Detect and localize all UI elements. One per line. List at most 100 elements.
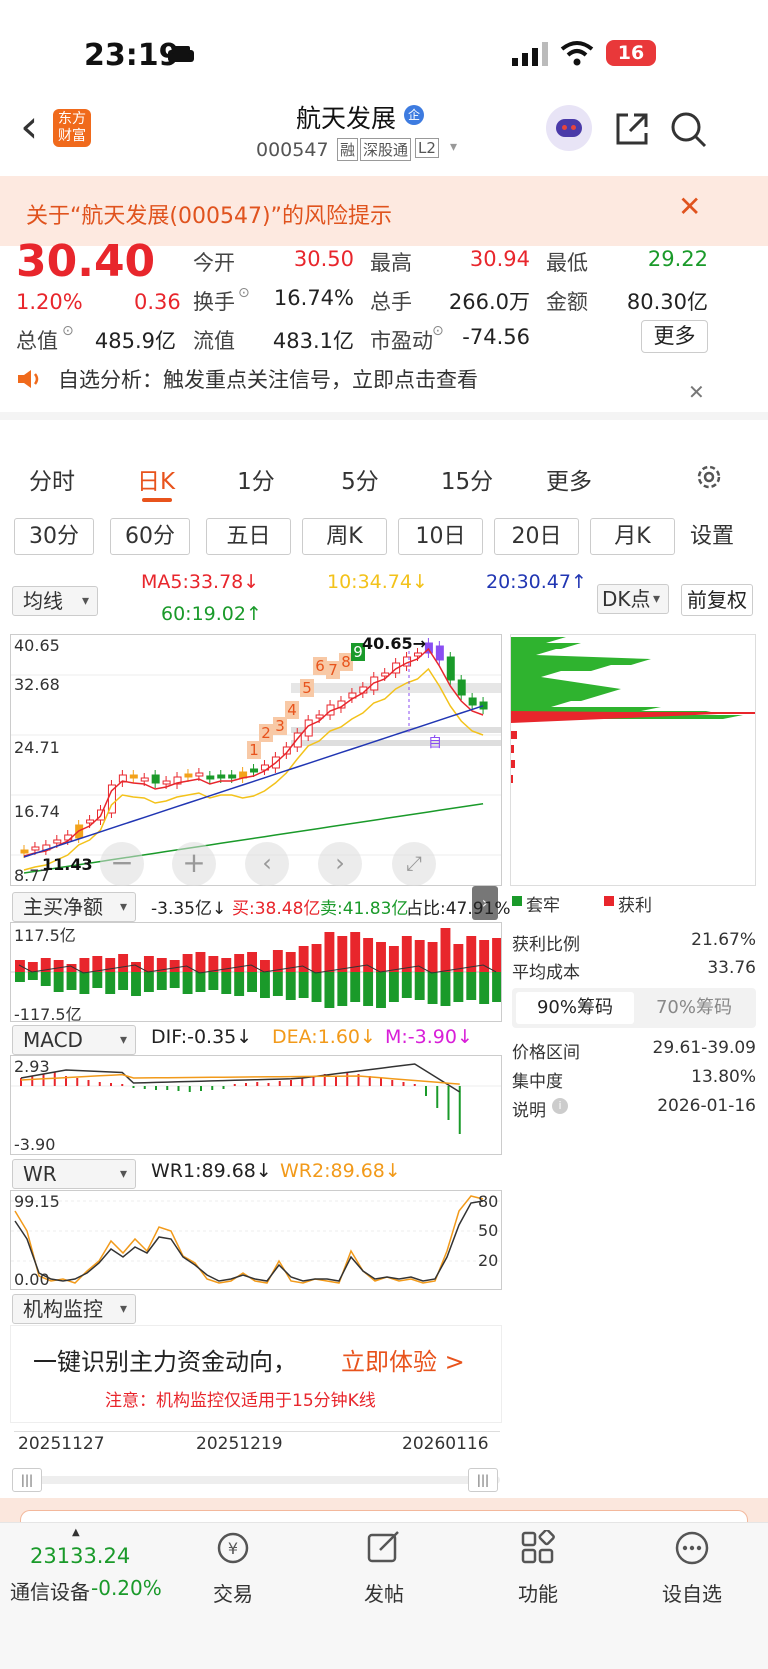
flow-buy-bar [40, 958, 51, 972]
wr-chart[interactable] [10, 1190, 502, 1290]
chip-tab-90[interactable]: 90%筹码 [516, 992, 634, 1024]
tab-daily-k[interactable]: 日K [136, 469, 176, 495]
range-handle-right[interactable]: ||| [468, 1468, 498, 1492]
chevron-up-icon[interactable]: ▲ [72, 1527, 80, 1538]
candle [162, 780, 171, 785]
zoom-out-button[interactable]: − [100, 842, 144, 886]
function-icon[interactable] [520, 1530, 556, 1566]
label-volume: 总手 [370, 290, 412, 314]
divider [0, 412, 768, 420]
dk-select[interactable]: DK点 [597, 584, 669, 614]
flow-axis-bottom: -117.5亿 [14, 1005, 82, 1024]
enterprise-badge: 企 [404, 105, 424, 125]
app-logo[interactable]: 东方 财富 [53, 109, 91, 147]
nav-trade[interactable]: 交易 [213, 1582, 253, 1606]
fullscreen-icon[interactable]: ⤢ [392, 842, 436, 886]
info-icon[interactable]: ⊙ [238, 285, 250, 301]
nav-add-watchlist[interactable]: 设自选 [662, 1582, 722, 1606]
flow-buy-bar [143, 956, 154, 972]
indicator-select-flow[interactable]: 主买净额 [12, 892, 136, 922]
back-button[interactable]: ‹ [20, 99, 39, 153]
tab-timeshare[interactable]: 分时 [29, 469, 75, 495]
collapse-panel-button[interactable]: › [472, 886, 498, 920]
chip-distribution[interactable] [510, 634, 756, 886]
flow-sell: 卖:41.83亿 [320, 899, 409, 919]
candle [31, 846, 40, 851]
tab-more[interactable]: 更多 [546, 469, 592, 495]
flow-buy-bar [92, 956, 103, 972]
tab-1min[interactable]: 1分 [237, 469, 275, 495]
indicator-select-wr[interactable]: WR [12, 1159, 136, 1189]
flow-axis-top: 117.5亿 [14, 926, 76, 945]
chip-green-area [511, 637, 743, 719]
info-icon[interactable]: ⊙ [62, 323, 74, 339]
indicator-select-inst[interactable]: 机构监控 [12, 1294, 136, 1324]
value-mcap: 485.9亿 [94, 329, 176, 353]
chip-tab-70[interactable]: 70%筹码 [655, 997, 732, 1018]
risk-banner[interactable]: 关于“航天发展(000547)”的风险提示 ✕ [0, 176, 768, 246]
post-icon[interactable] [366, 1530, 402, 1566]
indicator-select-macd[interactable]: MACD [12, 1025, 136, 1055]
candle [424, 642, 433, 654]
candle [468, 697, 477, 706]
page-title: 航天发展 [296, 104, 397, 133]
flow-chart[interactable] [10, 922, 502, 1022]
candle [479, 701, 488, 710]
date-label: 20251219 [196, 1434, 283, 1454]
wr-ref-80: 80 [478, 1192, 499, 1211]
share-icon[interactable] [614, 111, 650, 147]
candle [457, 679, 466, 696]
range-slider-track[interactable] [14, 1476, 500, 1484]
more-dots-icon[interactable] [674, 1530, 710, 1566]
indicator-select-ma[interactable]: 均线 [12, 586, 98, 616]
info-icon[interactable]: ⊙ [432, 323, 444, 339]
logo-line2: 财富 [58, 128, 86, 144]
chevron-down-icon[interactable]: ▾ [450, 139, 458, 155]
nav-post[interactable]: 发帖 [364, 1582, 404, 1606]
adjust-button[interactable]: 前复权 [681, 584, 753, 616]
sector-name[interactable]: 通信设备 [10, 1580, 90, 1604]
wr-axis-bottom: 0.00 [14, 1270, 50, 1289]
close-icon[interactable]: ✕ [688, 380, 705, 404]
period-settings[interactable]: 设置 [690, 524, 735, 549]
chip-label: 平均成本 [512, 963, 580, 983]
macd-chart[interactable] [10, 1055, 502, 1155]
chevron-right-icon[interactable]: › [318, 842, 362, 886]
gear-icon[interactable] [694, 462, 724, 492]
period-monthly[interactable]: 月K [590, 518, 675, 555]
price-axis-label: 24.71 [14, 738, 60, 757]
period-30min[interactable]: 30分 [14, 518, 94, 555]
info-icon[interactable]: i [552, 1098, 568, 1114]
wr-ref-20: 20 [478, 1251, 499, 1270]
nav-function[interactable]: 功能 [518, 1582, 558, 1606]
trade-icon[interactable]: ¥ [214, 1530, 252, 1566]
search-icon[interactable] [670, 111, 708, 149]
robot-avatar-icon[interactable] [546, 105, 592, 151]
index-value[interactable]: 23133.24 [30, 1544, 131, 1568]
td-sequence-badge [300, 679, 314, 697]
inst-promo[interactable]: 一键识别主力资金动向， 立即体验 > 注意：机构监控仅适用于15分钟K线 [10, 1325, 502, 1423]
inst-cta-link[interactable]: 立即体验 > [341, 1348, 465, 1376]
more-button[interactable]: 更多 [641, 320, 708, 353]
period-weekly[interactable]: 周K [302, 518, 387, 555]
chevron-left-icon[interactable]: ‹ [245, 842, 289, 886]
flow-sell-bar [272, 972, 283, 996]
td-sequence-number: 9 [353, 643, 363, 661]
period-10day[interactable]: 10日 [398, 518, 483, 555]
sector-pct: -0.20% [91, 1576, 162, 1600]
price-axis-label: 40.65 [14, 636, 60, 655]
close-icon[interactable]: ✕ [678, 190, 702, 223]
tab-5min[interactable]: 5分 [341, 469, 379, 495]
range-handle-left[interactable]: ||| [12, 1468, 42, 1492]
flow-sell-bar [427, 972, 438, 1004]
label-open: 今开 [193, 251, 235, 275]
period-5day[interactable]: 五日 [206, 518, 291, 555]
period-20day[interactable]: 20日 [494, 518, 579, 555]
tab-15min[interactable]: 15分 [440, 469, 494, 495]
value-amount: 80.30亿 [626, 290, 708, 314]
period-60min[interactable]: 60分 [110, 518, 190, 555]
value-pe: -74.56 [462, 325, 530, 349]
zoom-in-button[interactable]: + [172, 842, 216, 886]
speaker-icon [18, 370, 39, 388]
